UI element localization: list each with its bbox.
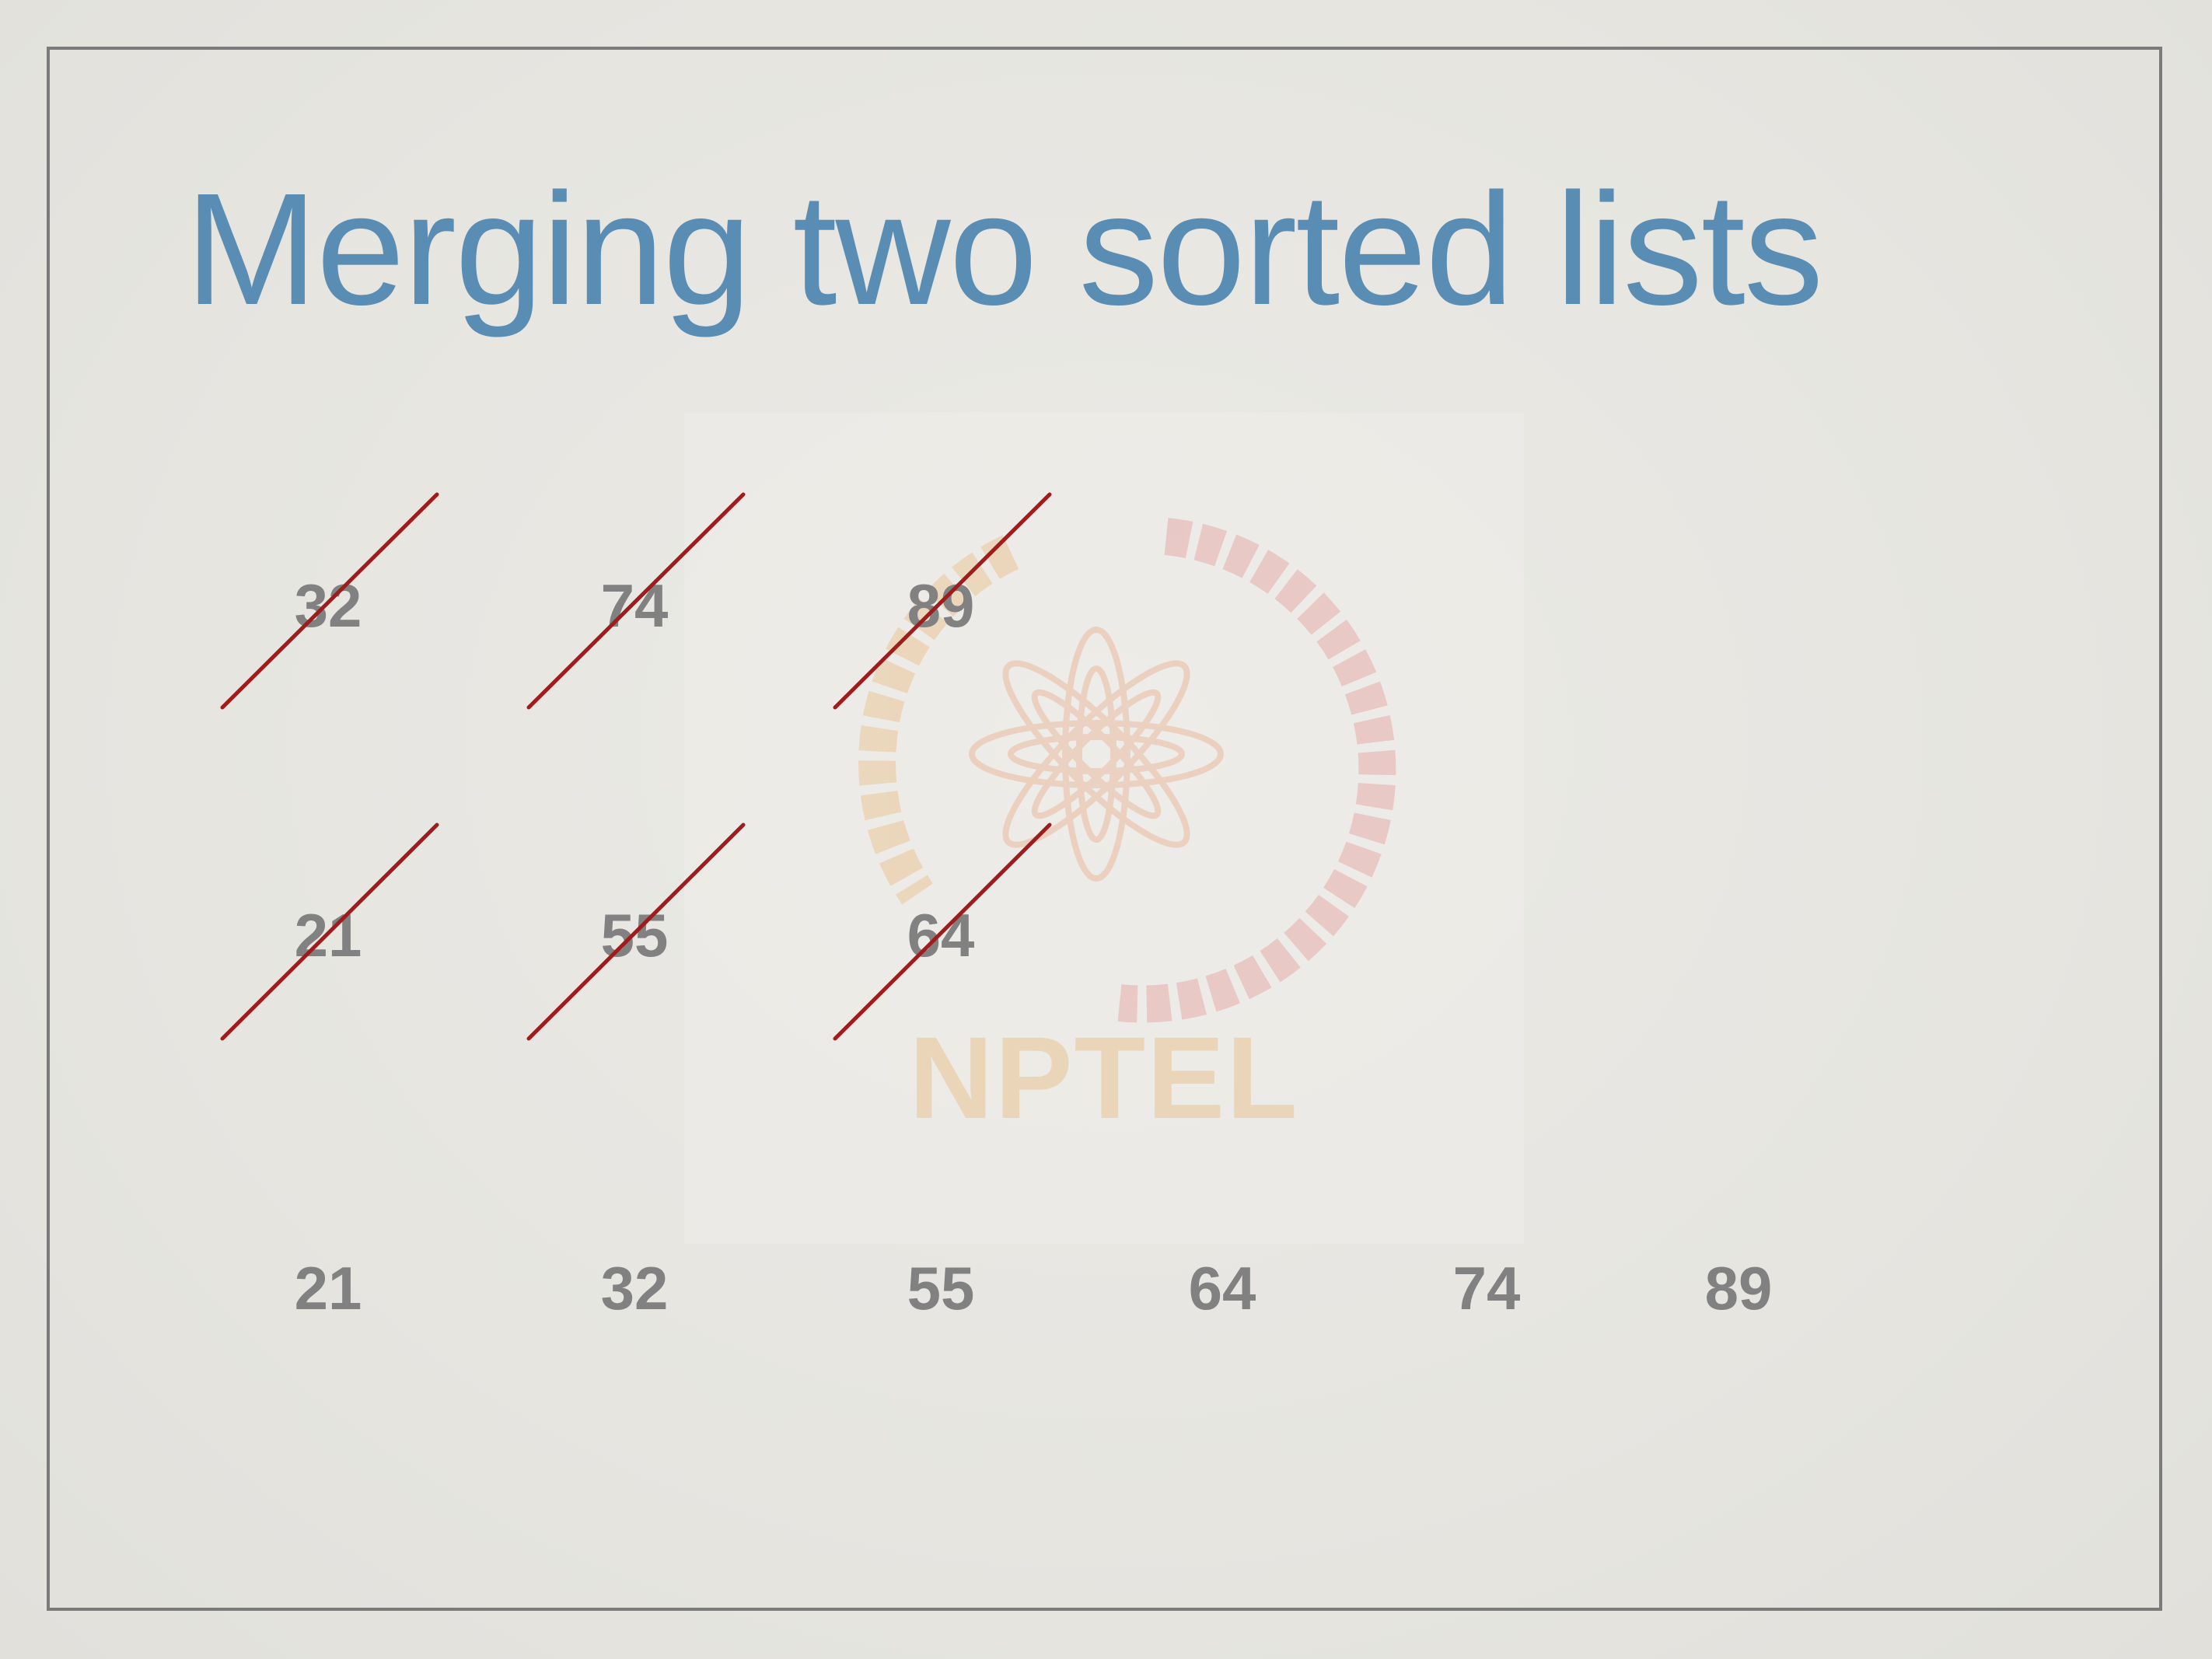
list-a-item: 89 [907,571,975,640]
merged-item: 74 [1452,1254,1521,1322]
slide-frame [47,47,2162,1611]
nptel-watermark: NPTEL [684,412,1524,1244]
list-a-item: 74 [600,571,669,640]
merged-item: 21 [294,1254,362,1322]
merged-item: 64 [1188,1254,1256,1322]
list-b-item: 64 [907,901,975,969]
watermark-text: NPTEL [909,1012,1299,1143]
list-a-item: 32 [294,571,362,640]
list-b-item: 21 [294,901,362,969]
merged-item: 32 [600,1254,669,1322]
merged-item: 55 [907,1254,975,1322]
list-b-item: 55 [600,901,669,969]
slide-title: Merging two sorted lists [185,160,1823,338]
merged-item: 89 [1704,1254,1773,1322]
